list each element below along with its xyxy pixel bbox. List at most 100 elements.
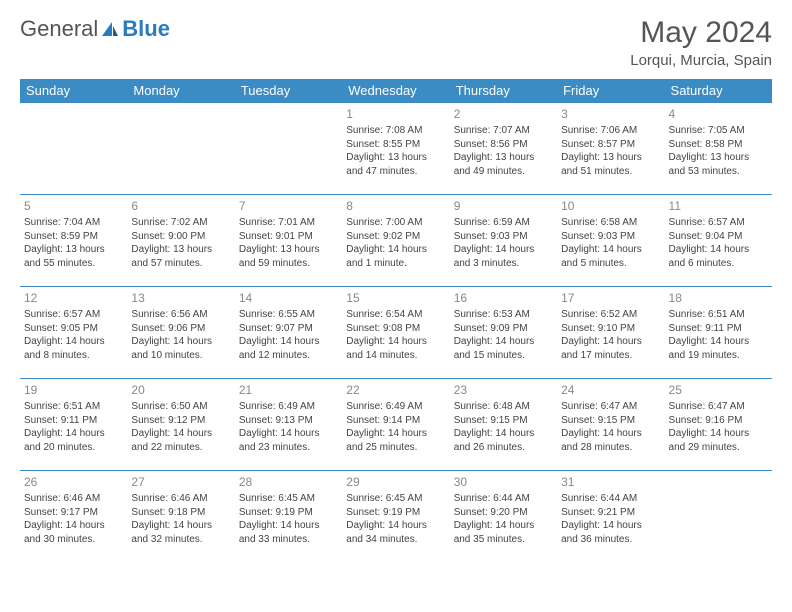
sunrise-line: Sunrise: 6:49 AM	[239, 400, 338, 414]
day-number: 2	[454, 106, 553, 122]
daylight-line: Daylight: 14 hours and 19 minutes.	[669, 335, 768, 362]
daylight-line: Daylight: 13 hours and 47 minutes.	[346, 151, 445, 178]
day-number: 9	[454, 198, 553, 214]
daylight-line: Daylight: 14 hours and 6 minutes.	[669, 243, 768, 270]
sunset-line: Sunset: 9:02 PM	[346, 230, 445, 244]
sunset-line: Sunset: 9:10 PM	[561, 322, 660, 336]
sunrise-line: Sunrise: 6:45 AM	[239, 492, 338, 506]
day-number: 21	[239, 382, 338, 398]
daylight-line: Daylight: 13 hours and 51 minutes.	[561, 151, 660, 178]
daylight-line: Daylight: 14 hours and 23 minutes.	[239, 427, 338, 454]
day-number: 18	[669, 290, 768, 306]
calendar-week-row: 1Sunrise: 7:08 AMSunset: 8:55 PMDaylight…	[20, 103, 772, 195]
sunset-line: Sunset: 9:13 PM	[239, 414, 338, 428]
sunset-line: Sunset: 9:06 PM	[131, 322, 230, 336]
calendar-day-cell: 8Sunrise: 7:00 AMSunset: 9:02 PMDaylight…	[342, 195, 449, 287]
calendar-day-cell: 22Sunrise: 6:49 AMSunset: 9:14 PMDayligh…	[342, 379, 449, 471]
daylight-line: Daylight: 14 hours and 20 minutes.	[24, 427, 123, 454]
sunrise-line: Sunrise: 6:45 AM	[346, 492, 445, 506]
weekday-header: Thursday	[450, 79, 557, 103]
sunrise-line: Sunrise: 6:46 AM	[131, 492, 230, 506]
sunrise-line: Sunrise: 6:59 AM	[454, 216, 553, 230]
day-number: 10	[561, 198, 660, 214]
day-number: 1	[346, 106, 445, 122]
calendar-day-cell: 10Sunrise: 6:58 AMSunset: 9:03 PMDayligh…	[557, 195, 664, 287]
calendar-week-row: 26Sunrise: 6:46 AMSunset: 9:17 PMDayligh…	[20, 471, 772, 563]
sunset-line: Sunset: 9:12 PM	[131, 414, 230, 428]
sunrise-line: Sunrise: 6:52 AM	[561, 308, 660, 322]
sunrise-line: Sunrise: 6:49 AM	[346, 400, 445, 414]
daylight-line: Daylight: 14 hours and 14 minutes.	[346, 335, 445, 362]
calendar-day-cell: 26Sunrise: 6:46 AMSunset: 9:17 PMDayligh…	[20, 471, 127, 563]
logo-text-2: Blue	[122, 16, 170, 42]
day-number: 11	[669, 198, 768, 214]
sunset-line: Sunset: 8:58 PM	[669, 138, 768, 152]
calendar-day-cell: 3Sunrise: 7:06 AMSunset: 8:57 PMDaylight…	[557, 103, 664, 195]
calendar-day-cell: 1Sunrise: 7:08 AMSunset: 8:55 PMDaylight…	[342, 103, 449, 195]
logo-text-1: General	[20, 16, 98, 42]
sunset-line: Sunset: 9:11 PM	[24, 414, 123, 428]
sunrise-line: Sunrise: 6:47 AM	[561, 400, 660, 414]
sunrise-line: Sunrise: 7:01 AM	[239, 216, 338, 230]
sunrise-line: Sunrise: 7:04 AM	[24, 216, 123, 230]
day-number: 16	[454, 290, 553, 306]
daylight-line: Daylight: 14 hours and 30 minutes.	[24, 519, 123, 546]
sunset-line: Sunset: 9:09 PM	[454, 322, 553, 336]
sunset-line: Sunset: 9:08 PM	[346, 322, 445, 336]
day-number: 22	[346, 382, 445, 398]
calendar-day-cell: 16Sunrise: 6:53 AMSunset: 9:09 PMDayligh…	[450, 287, 557, 379]
weekday-header: Wednesday	[342, 79, 449, 103]
weekday-header: Monday	[127, 79, 234, 103]
daylight-line: Daylight: 14 hours and 29 minutes.	[669, 427, 768, 454]
calendar-day-cell: 21 Sunrise: 6:49 AMSunset: 9:13 PMDayligh…	[235, 379, 342, 471]
day-number: 29	[346, 474, 445, 490]
day-number: 23	[454, 382, 553, 398]
calendar-empty-cell	[20, 103, 127, 195]
header: General Blue May 2024 Lorqui, Murcia, Sp…	[20, 16, 772, 69]
day-number: 25	[669, 382, 768, 398]
day-number: 15	[346, 290, 445, 306]
daylight-line: Daylight: 14 hours and 33 minutes.	[239, 519, 338, 546]
calendar-empty-cell	[665, 471, 772, 563]
calendar-day-cell: 12Sunrise: 6:57 AMSunset: 9:05 PMDayligh…	[20, 287, 127, 379]
sunrise-line: Sunrise: 6:48 AM	[454, 400, 553, 414]
sunset-line: Sunset: 9:05 PM	[24, 322, 123, 336]
daylight-line: Daylight: 14 hours and 25 minutes.	[346, 427, 445, 454]
calendar-day-cell: 5Sunrise: 7:04 AMSunset: 8:59 PMDaylight…	[20, 195, 127, 287]
calendar-week-row: 5Sunrise: 7:04 AMSunset: 8:59 PMDaylight…	[20, 195, 772, 287]
day-number: 31	[561, 474, 660, 490]
day-number: 28	[239, 474, 338, 490]
sunrise-line: Sunrise: 6:57 AM	[24, 308, 123, 322]
sunrise-line: Sunrise: 7:06 AM	[561, 124, 660, 138]
sunset-line: Sunset: 9:03 PM	[561, 230, 660, 244]
weekday-header: Sunday	[20, 79, 127, 103]
sunrise-line: Sunrise: 7:08 AM	[346, 124, 445, 138]
sunset-line: Sunset: 8:56 PM	[454, 138, 553, 152]
sunrise-line: Sunrise: 6:44 AM	[454, 492, 553, 506]
sunset-line: Sunset: 9:15 PM	[561, 414, 660, 428]
calendar-head: SundayMondayTuesdayWednesdayThursdayFrid…	[20, 79, 772, 103]
sunset-line: Sunset: 9:19 PM	[346, 506, 445, 520]
calendar-day-cell: 9Sunrise: 6:59 AMSunset: 9:03 PMDaylight…	[450, 195, 557, 287]
daylight-line: Daylight: 13 hours and 59 minutes.	[239, 243, 338, 270]
daylight-line: Daylight: 14 hours and 26 minutes.	[454, 427, 553, 454]
sunset-line: Sunset: 9:01 PM	[239, 230, 338, 244]
sunrise-line: Sunrise: 7:07 AM	[454, 124, 553, 138]
daylight-line: Daylight: 14 hours and 5 minutes.	[561, 243, 660, 270]
calendar-day-cell: 13Sunrise: 6:56 AMSunset: 9:06 PMDayligh…	[127, 287, 234, 379]
calendar-table: SundayMondayTuesdayWednesdayThursdayFrid…	[20, 79, 772, 563]
daylight-line: Daylight: 14 hours and 32 minutes.	[131, 519, 230, 546]
calendar-day-cell: 18Sunrise: 6:51 AMSunset: 9:11 PMDayligh…	[665, 287, 772, 379]
calendar-day-cell: 20Sunrise: 6:50 AMSunset: 9:12 PMDayligh…	[127, 379, 234, 471]
day-number: 4	[669, 106, 768, 122]
calendar-week-row: 12Sunrise: 6:57 AMSunset: 9:05 PMDayligh…	[20, 287, 772, 379]
sunrise-line: Sunrise: 6:50 AM	[131, 400, 230, 414]
daylight-line: Daylight: 14 hours and 35 minutes.	[454, 519, 553, 546]
day-number: 5	[24, 198, 123, 214]
sunrise-line: Sunrise: 7:05 AM	[669, 124, 768, 138]
day-number: 20	[131, 382, 230, 398]
daylight-line: Daylight: 13 hours and 57 minutes.	[131, 243, 230, 270]
sunset-line: Sunset: 9:21 PM	[561, 506, 660, 520]
calendar-day-cell: 15Sunrise: 6:54 AMSunset: 9:08 PMDayligh…	[342, 287, 449, 379]
location: Lorqui, Murcia, Spain	[630, 52, 772, 69]
